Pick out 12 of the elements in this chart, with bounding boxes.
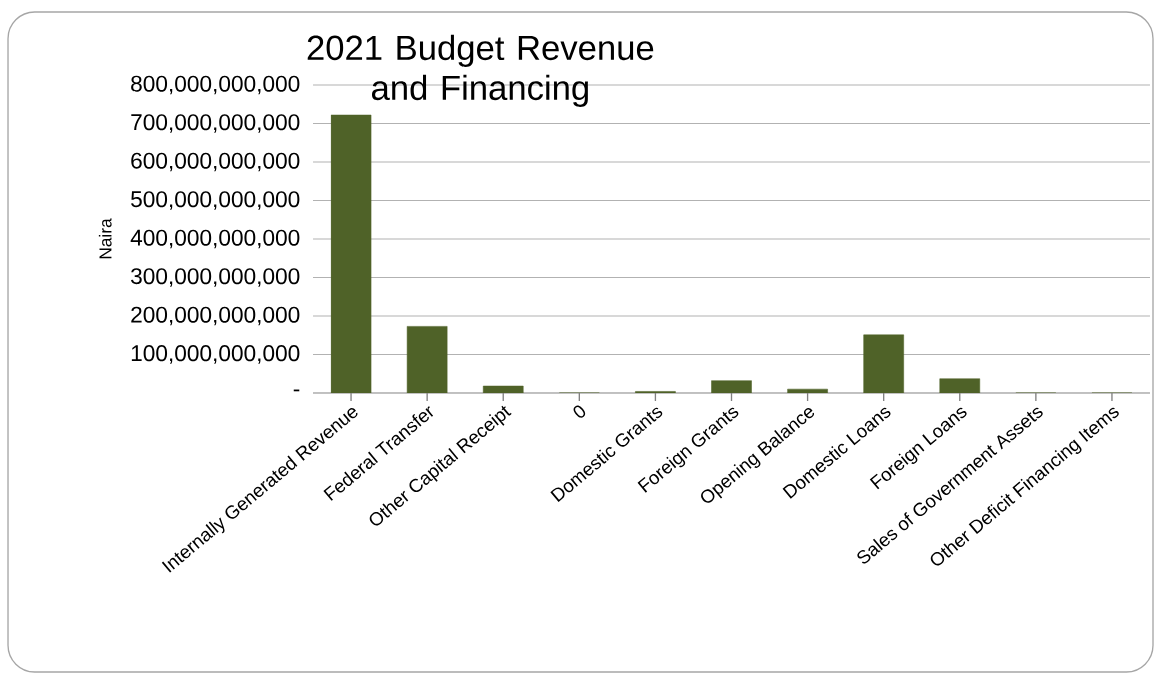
y-tick-label: 500,000,000,000 bbox=[131, 191, 300, 210]
y-tick-label: 800,000,000,000 bbox=[131, 75, 300, 95]
y-axis-title: Naira bbox=[98, 218, 112, 259]
x-tick-label: 0 bbox=[573, 405, 586, 418]
y-tick-label: 300,000,000,000 bbox=[130, 268, 300, 287]
y-tick-label: 600,000,000,000 bbox=[131, 152, 300, 172]
y-tick-label: 700,000,000,000 bbox=[131, 114, 300, 133]
y-tick-label: - bbox=[293, 389, 300, 392]
chart-title: 2021 Budget Revenue and Financing bbox=[307, 34, 654, 107]
y-tick-label: 200,000,000,000 bbox=[131, 306, 300, 326]
y-tick-label: 400,000,000,000 bbox=[130, 229, 300, 249]
y-tick-label: 100,000,000,000 bbox=[131, 345, 300, 364]
